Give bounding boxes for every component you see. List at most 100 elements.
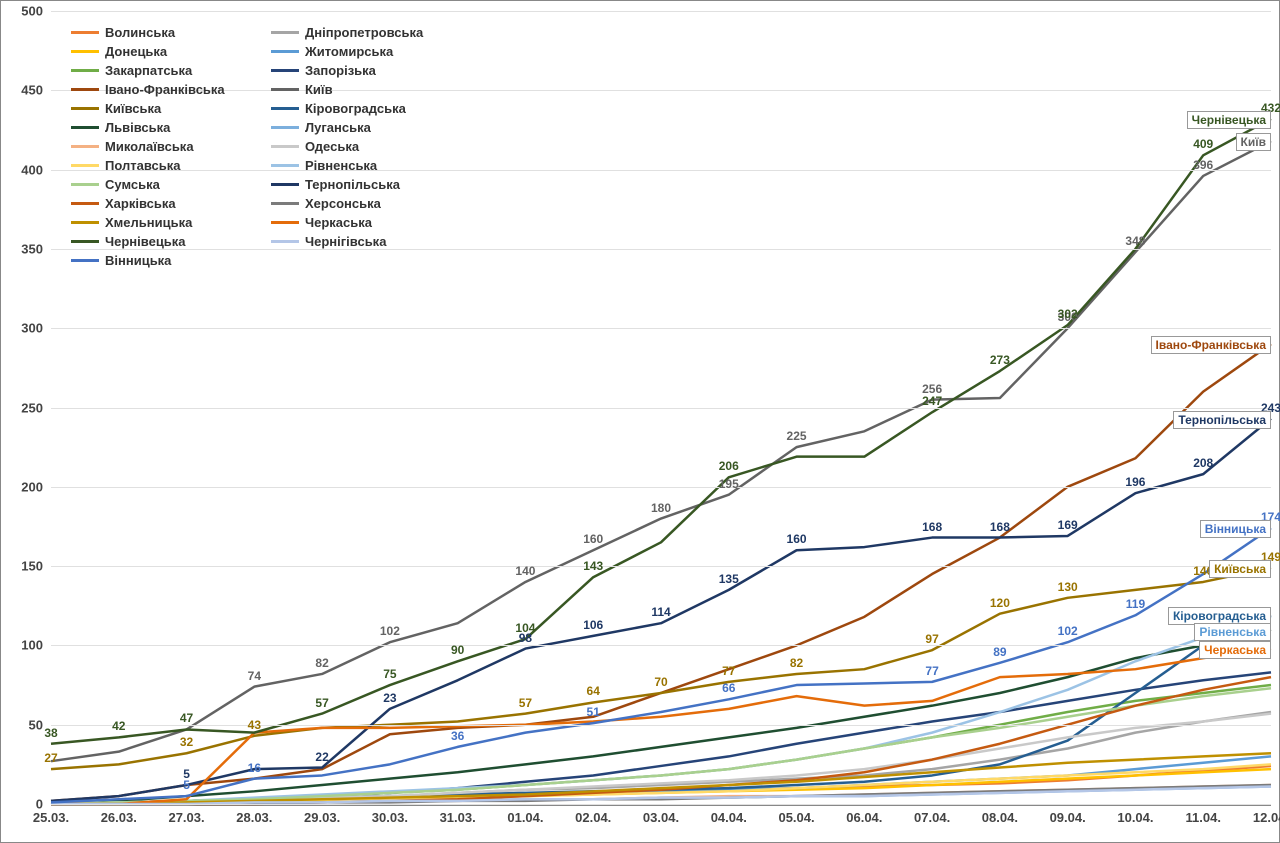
- legend-swatch: [71, 88, 99, 91]
- legend-item: Донецька: [71, 44, 251, 59]
- legend-swatch: [271, 107, 299, 110]
- legend-swatch: [71, 50, 99, 53]
- legend-label: Хмельницька: [105, 215, 192, 230]
- legend-label: Дніпропетровська: [305, 25, 423, 40]
- y-axis-tick: 150: [21, 559, 43, 574]
- x-axis-tick: 12.04.: [1253, 810, 1280, 825]
- legend-swatch: [271, 183, 299, 186]
- data-point-label: 57: [315, 696, 328, 710]
- legend-item: Волинська: [71, 25, 251, 40]
- legend-swatch: [271, 164, 299, 167]
- data-point-label: 409: [1193, 137, 1213, 151]
- x-axis-tick: 01.04.: [507, 810, 543, 825]
- data-point-label: 42: [112, 719, 125, 733]
- y-gridline: [51, 487, 1271, 488]
- legend-label: Луганська: [305, 120, 371, 135]
- data-point-label: 143: [583, 559, 603, 573]
- x-axis-tick: 31.03.: [440, 810, 476, 825]
- legend-label: Запорізька: [305, 63, 376, 78]
- x-axis-tick: 25.03.: [33, 810, 69, 825]
- data-point-label: 119: [1126, 597, 1145, 611]
- legend-label: Полтавська: [105, 158, 180, 173]
- data-point-label: 51: [587, 705, 600, 719]
- series-end-label: Чернівецька: [1187, 111, 1271, 129]
- series-end-label: Івано-Франківська: [1151, 336, 1271, 354]
- data-point-label: 206: [719, 459, 739, 473]
- legend-item: Чернівецька: [71, 234, 251, 249]
- data-point-label: 180: [651, 501, 671, 515]
- data-point-label: 120: [990, 596, 1010, 610]
- data-point-label: 47: [180, 711, 193, 725]
- y-axis-tick: 300: [21, 321, 43, 336]
- legend-label: Одеська: [305, 139, 359, 154]
- data-point-label: 104: [515, 621, 535, 635]
- data-point-label: 302: [1058, 307, 1078, 321]
- y-axis-tick: 350: [21, 241, 43, 256]
- legend-swatch: [71, 202, 99, 205]
- legend-label: Тернопільська: [305, 177, 400, 192]
- y-axis-tick: 400: [21, 162, 43, 177]
- data-point-label: 160: [583, 532, 603, 546]
- x-axis-tick: 09.04.: [1050, 810, 1086, 825]
- data-point-label: 43: [248, 718, 261, 732]
- data-point-label: 22: [315, 750, 328, 764]
- x-axis-tick: 30.03.: [372, 810, 408, 825]
- data-point-label: 102: [380, 624, 400, 638]
- y-axis-tick: 100: [21, 638, 43, 653]
- series-line: [51, 568, 1271, 769]
- x-axis-tick: 10.04.: [1117, 810, 1153, 825]
- data-point-label: 89: [993, 645, 1006, 659]
- legend-item: Одеська: [271, 139, 451, 154]
- legend-label: Чернівецька: [105, 234, 186, 249]
- data-point-label: 5: [183, 778, 190, 792]
- data-point-label: 169: [1058, 518, 1078, 532]
- legend-item: Дніпропетровська: [271, 25, 451, 40]
- x-axis-tick: 02.04.: [575, 810, 611, 825]
- legend-item: Запорізька: [271, 63, 451, 78]
- legend-label: Рівненська: [305, 158, 377, 173]
- legend-grid: Волинська Дніпропетровська Донецька Житомир…: [71, 25, 451, 268]
- x-axis-tick: 27.03.: [168, 810, 204, 825]
- data-point-label: 168: [922, 520, 942, 534]
- legend-swatch: [71, 126, 99, 129]
- x-axis-tick: 03.04.: [643, 810, 679, 825]
- x-axis-tick: 28.03.: [236, 810, 272, 825]
- legend-label: Житомирська: [305, 44, 393, 59]
- legend-swatch: [71, 259, 99, 262]
- data-point-label: 196: [1125, 475, 1145, 489]
- legend-item: Кіровоградська: [271, 101, 451, 116]
- x-axis-tick: 11.04.: [1186, 810, 1221, 825]
- data-point-label: 82: [790, 656, 803, 670]
- data-point-label: 23: [383, 691, 396, 705]
- legend-label: Вінницька: [105, 253, 171, 268]
- legend-item: Харківська: [71, 196, 251, 211]
- y-gridline: [51, 725, 1271, 726]
- legend-swatch: [71, 107, 99, 110]
- legend-label: Черкаська: [305, 215, 372, 230]
- data-point-label: 273: [990, 353, 1010, 367]
- x-axis-tick: 29.03.: [304, 810, 340, 825]
- legend-item: Київ: [271, 82, 451, 97]
- data-point-label: 75: [383, 667, 396, 681]
- x-axis-tick: 07.04.: [914, 810, 950, 825]
- legend-label: Львівська: [105, 120, 170, 135]
- data-point-label: 135: [719, 572, 739, 586]
- x-axis-tick: 08.04.: [982, 810, 1018, 825]
- data-point-label: 70: [654, 675, 667, 689]
- legend-label: Харківська: [105, 196, 176, 211]
- legend-swatch: [71, 31, 99, 34]
- y-gridline: [51, 566, 1271, 567]
- data-point-label: 348: [1125, 234, 1145, 248]
- legend-item: Хмельницька: [71, 215, 251, 230]
- legend-item: Луганська: [271, 120, 451, 135]
- legend-swatch: [271, 50, 299, 53]
- legend-item: Київська: [71, 101, 251, 116]
- y-axis-tick: 450: [21, 83, 43, 98]
- data-point-label: 38: [44, 726, 57, 740]
- data-point-label: 90: [451, 643, 464, 657]
- chart-container: 05010015020025030035040045050025.03.26.0…: [0, 0, 1280, 843]
- y-gridline: [51, 645, 1271, 646]
- data-point-label: 36: [451, 729, 464, 743]
- data-point-label: 32: [180, 735, 193, 749]
- data-point-label: 66: [722, 681, 735, 695]
